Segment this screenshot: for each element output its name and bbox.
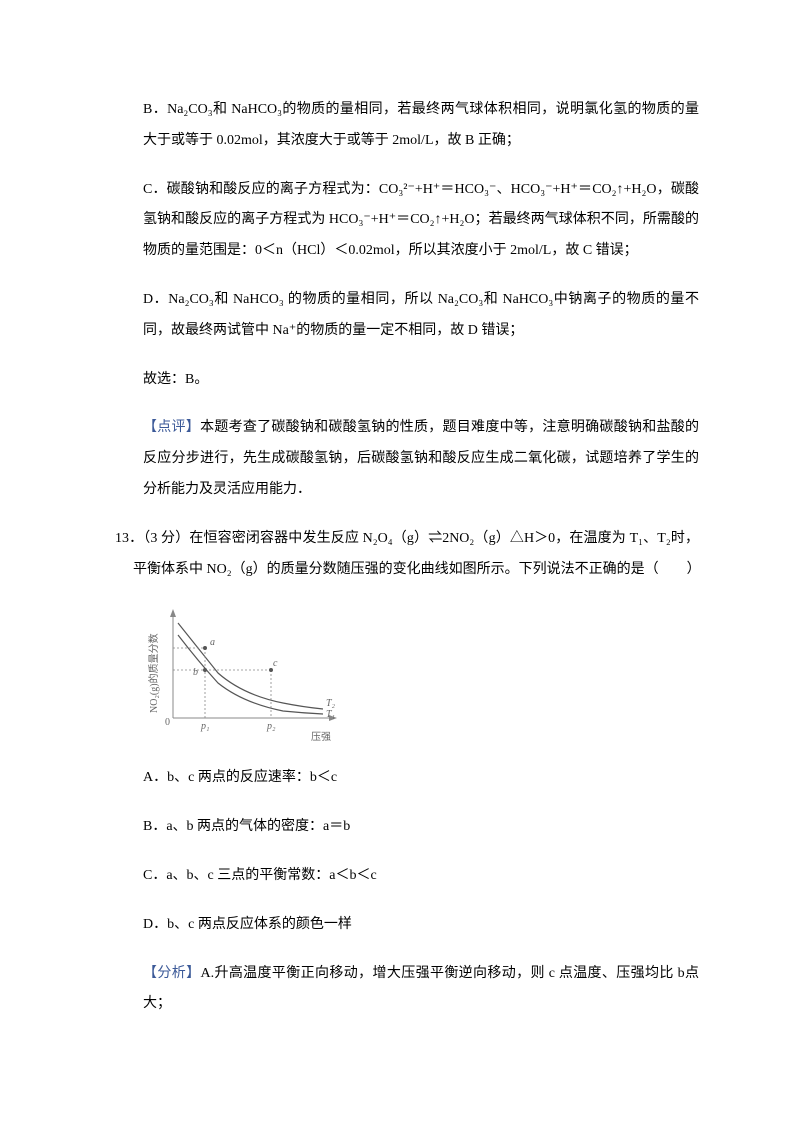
ylabel: NO₂(g)的质量分数 [147, 634, 160, 714]
paragraph-b: B．Na₂CO₃和 NaHCO₃的物质的量相同，若最终两气球体积相同，说明氯化氢… [115, 95, 699, 157]
q13-text: 13．（3 分）在恒容密闭容器中发生反应 N₂O₄（g）⇌2NO₂（g）△H＞0… [115, 531, 701, 577]
t1-label: T₁ [326, 709, 335, 720]
point-c-label: c [273, 658, 278, 669]
analysis-text: A.升高温度平衡正向移动，增大压强平衡逆向移动，则 c 点温度、压强均比 b点大… [143, 966, 699, 1012]
paragraph-d: D．Na₂CO₃和 NaHCO₃ 的物质的量相同，所以 Na₂CO₃和 NaHC… [115, 285, 699, 347]
analysis-section: 【分析】A.升高温度平衡正向移动，增大压强平衡逆向移动，则 c 点温度、压强均比… [115, 959, 699, 1021]
option-c: C．a、b、c 三点的平衡常数：a＜b＜c [115, 861, 699, 892]
option-b: B．a、b 两点的气体的密度：a＝b [115, 812, 699, 843]
comment-tag: 【点评】 [143, 420, 200, 435]
analysis-tag: 【分析】 [143, 966, 200, 981]
p2-label: p₂ [266, 721, 276, 732]
comment-text: 本题考查了碳酸钠和碳酸氢钠的性质，题目难度中等，注意明确碳酸钠和盐酸的反应分步进… [143, 420, 699, 497]
question-13: 13．（3 分）在恒容密闭容器中发生反应 N₂O₄（g）⇌2NO₂（g）△H＞0… [115, 524, 699, 586]
option-a: A．b、c 两点的反应速率：b＜c [115, 763, 699, 794]
p1-label: p₁ [200, 721, 209, 732]
option-d: D．b、c 两点反应体系的颜色一样 [115, 910, 699, 941]
answer-select: 故选：B。 [115, 365, 699, 396]
xlabel: 压强 [311, 731, 331, 743]
comment-section: 【点评】本题考查了碳酸钠和碳酸氢钠的性质，题目难度中等，注意明确碳酸钠和盐酸的反… [115, 413, 699, 505]
equilibrium-chart: a b c T₂ T₁ p₁ p₂ 0 压强 NO₂(g)的质量分数 [143, 603, 353, 743]
t2-label: T₂ [326, 698, 336, 709]
point-a-label: a [210, 637, 215, 648]
paragraph-c: C．碳酸钠和酸反应的离子方程式为：CO₃²⁻+H⁺＝HCO₃⁻、HCO₃⁻+H⁺… [115, 175, 699, 267]
point-b-label: b [193, 667, 198, 678]
origin-label: 0 [165, 717, 170, 728]
